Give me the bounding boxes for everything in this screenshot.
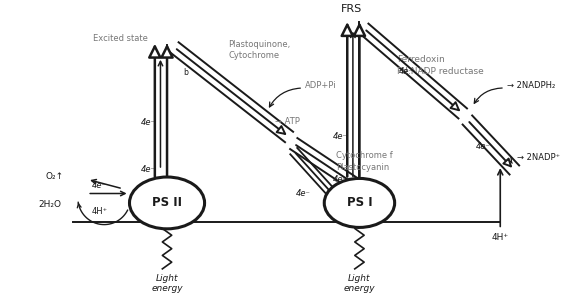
Text: 4e⁻: 4e⁻: [141, 165, 156, 174]
Ellipse shape: [130, 177, 204, 229]
Text: → 2NADP⁺: → 2NADP⁺: [517, 153, 560, 162]
Text: Cytochrome: Cytochrome: [228, 52, 279, 60]
Text: Light
energy: Light energy: [151, 274, 183, 293]
Text: b: b: [183, 69, 188, 77]
Text: O₂↑: O₂↑: [45, 172, 63, 181]
Text: Plastocyanin: Plastocyanin: [336, 163, 389, 172]
Ellipse shape: [324, 179, 395, 227]
Text: PS I: PS I: [346, 196, 372, 209]
Text: PS II: PS II: [152, 196, 182, 209]
Text: 4e⁻: 4e⁻: [141, 118, 156, 127]
Text: 4e⁻: 4e⁻: [92, 181, 107, 190]
Text: 4e⁻: 4e⁻: [333, 133, 348, 142]
Text: Cytochrome f: Cytochrome f: [336, 151, 393, 160]
Text: 4H⁺: 4H⁺: [91, 207, 108, 216]
Text: 4H⁺: 4H⁺: [492, 233, 509, 242]
Text: Excited state: Excited state: [93, 35, 148, 44]
Text: → 2NADPH₂: → 2NADPH₂: [507, 81, 555, 90]
Text: Ferredoxin: Ferredoxin: [397, 55, 445, 64]
Text: 4e⁻: 4e⁻: [333, 175, 348, 184]
Text: 2H₂O: 2H₂O: [38, 200, 61, 209]
Text: Fd.NADP reductase: Fd.NADP reductase: [397, 66, 484, 75]
Text: 4e⁻: 4e⁻: [295, 189, 311, 198]
Text: ADP+Pi: ADP+Pi: [305, 81, 337, 90]
Text: 4e⁻: 4e⁻: [399, 66, 414, 75]
Text: FRS: FRS: [341, 4, 363, 15]
Text: 4e⁻: 4e⁻: [476, 142, 491, 151]
Text: Plastoquinone,: Plastoquinone,: [228, 40, 290, 49]
Text: Light
energy: Light energy: [344, 274, 375, 293]
Text: → ATP: → ATP: [275, 117, 300, 126]
